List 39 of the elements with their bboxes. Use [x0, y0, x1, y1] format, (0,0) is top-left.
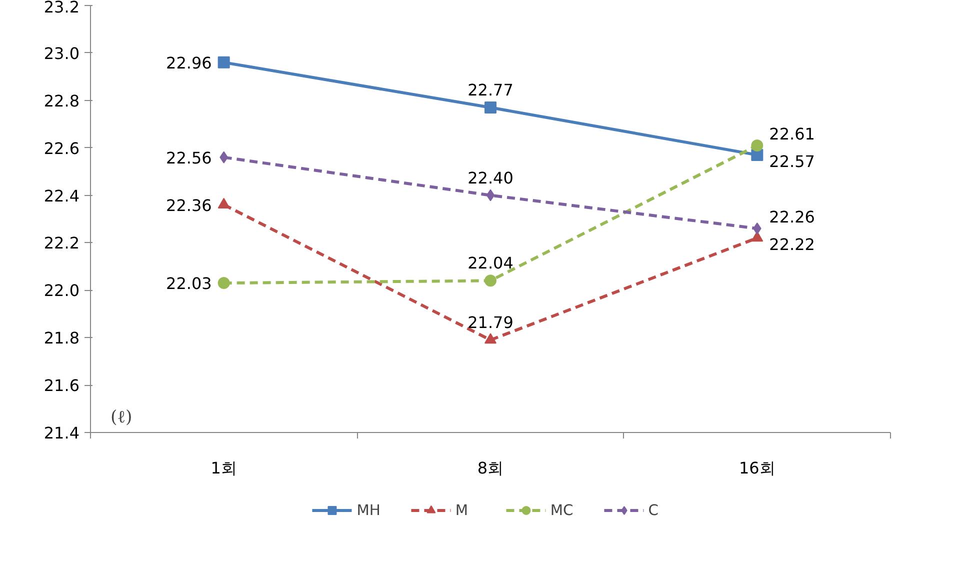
y-tick-label: 22.8 — [44, 91, 80, 110]
data-label: 22.96 — [166, 53, 212, 72]
x-tick-label: 1회 — [210, 458, 237, 478]
data-label: 22.61 — [769, 124, 815, 144]
y-tick-label: 22.4 — [44, 186, 80, 206]
y-tick-label: 22.6 — [44, 138, 80, 158]
data-label: 22.40 — [468, 168, 514, 188]
y-tick-label: 21.4 — [44, 424, 80, 442]
point — [218, 198, 230, 208]
data-label: 22.36 — [166, 196, 212, 215]
data-label: 22.56 — [166, 148, 212, 168]
point — [751, 139, 764, 152]
legend-label: C — [648, 502, 660, 518]
x-tick-label: 8회 — [477, 458, 504, 478]
y-axis-title: (ℓ) — [110, 408, 132, 428]
point — [218, 277, 230, 290]
point — [484, 333, 496, 344]
point — [218, 56, 230, 68]
point — [484, 102, 496, 114]
data-label: 21.79 — [468, 312, 514, 332]
y-tick-label: 21.6 — [44, 376, 80, 396]
data-label: 22.04 — [468, 254, 514, 273]
legend-label: M — [455, 502, 470, 518]
point — [486, 189, 495, 202]
y-tick-label: 23.2 — [44, 0, 80, 16]
y-tick-label: 21.8 — [44, 328, 80, 348]
data-label: 22.57 — [769, 152, 815, 171]
point — [751, 231, 764, 242]
y-tick-label: 22.2 — [44, 234, 80, 253]
y-tick-label: 23.0 — [44, 44, 80, 63]
data-label: 22.03 — [166, 274, 212, 294]
legend-label: MC — [550, 502, 574, 518]
data-label: 22.26 — [769, 207, 815, 226]
legend-label: MH — [356, 502, 380, 518]
x-tick-label: 16회 — [738, 458, 776, 478]
point — [484, 274, 496, 287]
data-label: 22.22 — [769, 234, 815, 254]
y-tick-label: 22.0 — [44, 281, 80, 300]
data-label: 22.77 — [468, 80, 514, 100]
